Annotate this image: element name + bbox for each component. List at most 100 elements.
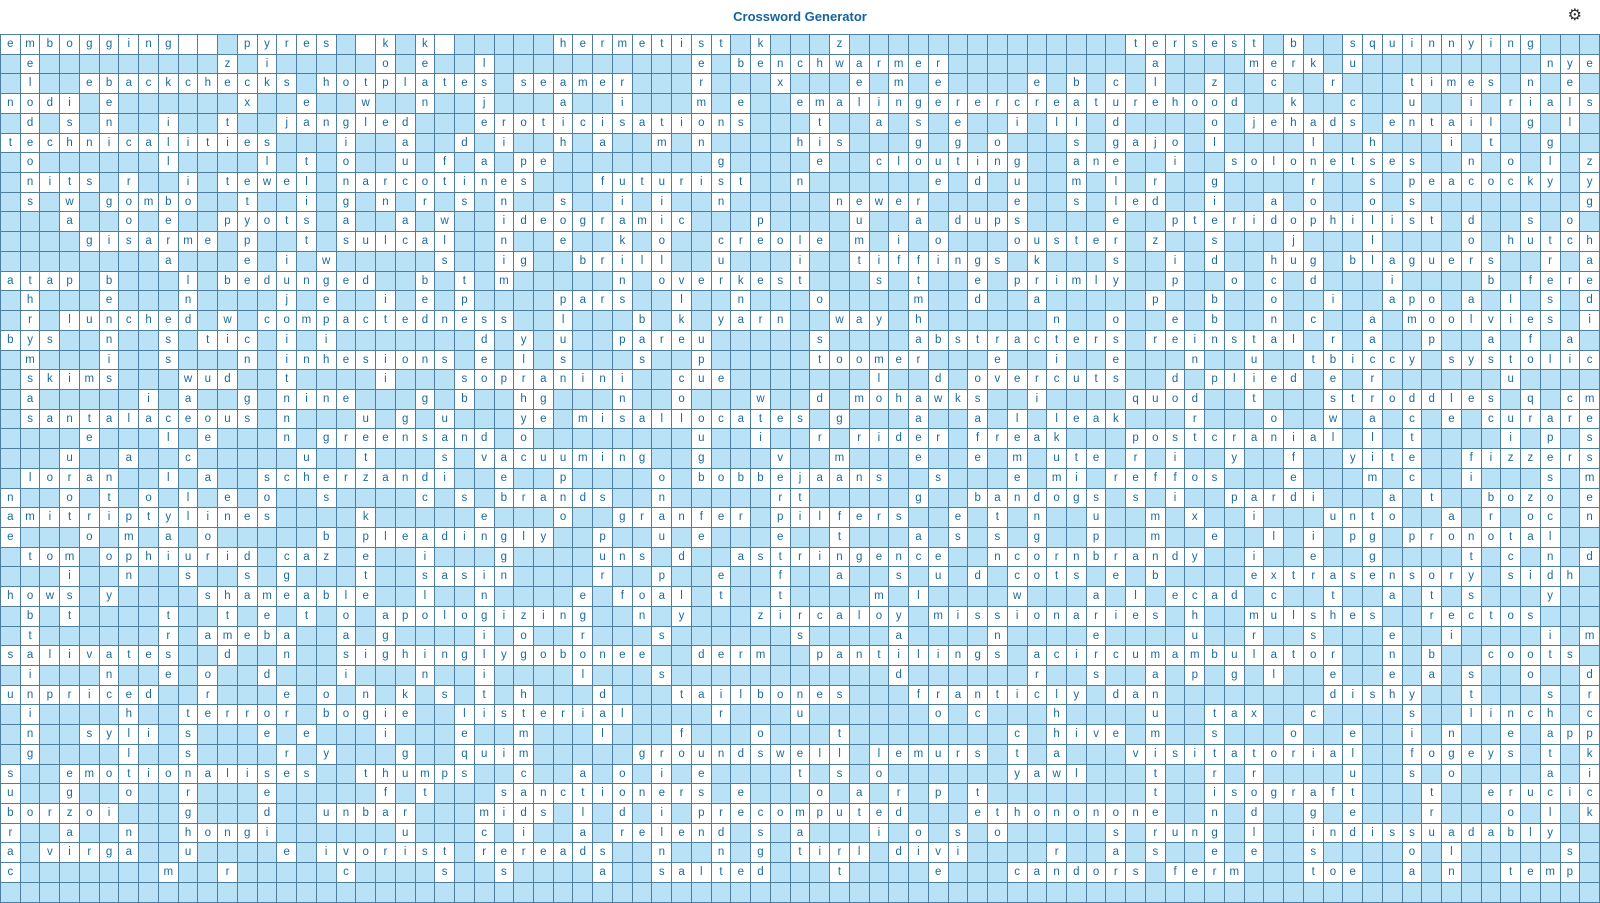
grid-cell[interactable]: g bbox=[1205, 823, 1225, 844]
grid-cell[interactable]: t bbox=[435, 843, 456, 864]
grid-cell[interactable]: e bbox=[1382, 666, 1403, 686]
grid-cell[interactable]: a bbox=[948, 685, 969, 706]
grid-cell[interactable]: g bbox=[158, 35, 179, 55]
grid-cell[interactable]: c bbox=[1047, 646, 1067, 666]
grid-cell[interactable]: i bbox=[948, 843, 969, 864]
grid-cell[interactable]: m bbox=[218, 626, 238, 647]
grid-cell[interactable]: l bbox=[415, 587, 436, 607]
grid-cell[interactable]: t bbox=[376, 311, 396, 331]
grid-cell[interactable]: s bbox=[1303, 843, 1324, 864]
grid-cell[interactable]: i bbox=[455, 173, 475, 193]
grid-cell[interactable]: b bbox=[751, 468, 771, 489]
grid-cell[interactable]: s bbox=[455, 192, 475, 213]
grid-cell[interactable]: o bbox=[1303, 646, 1324, 666]
grid-cell[interactable]: g bbox=[336, 113, 357, 134]
grid-cell[interactable]: h bbox=[909, 311, 929, 331]
grid-cell[interactable]: o bbox=[514, 429, 534, 450]
grid-cell[interactable]: r bbox=[237, 705, 258, 726]
grid-cell[interactable]: l bbox=[849, 606, 870, 627]
grid-cell[interactable]: o bbox=[1165, 389, 1186, 410]
grid-cell[interactable]: u bbox=[553, 449, 574, 469]
grid-cell[interactable]: i bbox=[1382, 212, 1403, 233]
grid-cell[interactable]: w bbox=[751, 389, 771, 410]
grid-cell[interactable]: m bbox=[79, 764, 100, 785]
grid-cell[interactable]: c bbox=[1007, 547, 1028, 568]
grid-cell[interactable]: d bbox=[968, 567, 989, 588]
grid-cell[interactable]: o bbox=[1264, 744, 1285, 765]
grid-cell[interactable]: d bbox=[889, 666, 910, 686]
grid-cell[interactable]: r bbox=[1106, 863, 1127, 883]
grid-cell[interactable]: e bbox=[691, 764, 712, 785]
grid-cell[interactable]: r bbox=[573, 626, 594, 647]
grid-cell[interactable]: h bbox=[20, 291, 41, 312]
grid-cell[interactable]: m bbox=[1580, 468, 1600, 489]
grid-cell[interactable]: o bbox=[770, 804, 791, 824]
grid-cell[interactable]: e bbox=[1244, 567, 1265, 588]
grid-cell[interactable]: m bbox=[1442, 74, 1462, 95]
grid-cell[interactable]: l bbox=[119, 725, 140, 745]
grid-cell[interactable]: l bbox=[178, 488, 199, 509]
grid-cell[interactable]: m bbox=[612, 35, 633, 55]
grid-cell[interactable]: t bbox=[297, 606, 317, 627]
grid-cell[interactable]: l bbox=[1521, 823, 1541, 844]
grid-cell[interactable]: n bbox=[612, 449, 633, 469]
grid-cell[interactable]: a bbox=[909, 527, 929, 548]
grid-cell[interactable]: e bbox=[1106, 567, 1127, 588]
grid-cell[interactable]: s bbox=[553, 350, 574, 371]
grid-cell[interactable]: e bbox=[277, 843, 298, 864]
grid-cell[interactable]: b bbox=[1205, 646, 1225, 666]
grid-cell[interactable]: u bbox=[691, 429, 712, 450]
grid-cell[interactable]: o bbox=[1501, 646, 1522, 666]
grid-cell[interactable]: l bbox=[1540, 153, 1561, 174]
grid-cell[interactable]: k bbox=[1047, 429, 1067, 450]
grid-cell[interactable]: s bbox=[1086, 666, 1107, 686]
grid-cell[interactable]: s bbox=[60, 113, 80, 134]
grid-cell[interactable]: o bbox=[1461, 232, 1482, 252]
grid-cell[interactable]: o bbox=[1284, 153, 1304, 174]
grid-cell[interactable]: e bbox=[336, 389, 357, 410]
grid-cell[interactable]: o bbox=[1244, 153, 1265, 174]
grid-cell[interactable]: i bbox=[1205, 192, 1225, 213]
grid-cell[interactable]: r bbox=[1501, 94, 1522, 114]
grid-cell[interactable]: e bbox=[1442, 606, 1462, 627]
grid-cell[interactable]: p bbox=[1165, 271, 1186, 292]
grid-cell[interactable]: u bbox=[849, 212, 870, 233]
grid-cell[interactable]: o bbox=[1007, 232, 1028, 252]
grid-cell[interactable]: i bbox=[218, 330, 238, 351]
grid-cell[interactable]: l bbox=[1106, 192, 1127, 213]
grid-cell[interactable]: o bbox=[415, 606, 436, 627]
grid-cell[interactable]: z bbox=[1521, 488, 1541, 509]
grid-cell[interactable]: s bbox=[830, 133, 850, 154]
grid-cell[interactable]: n bbox=[790, 685, 811, 706]
grid-cell[interactable]: n bbox=[968, 685, 989, 706]
grid-cell[interactable]: r bbox=[1145, 330, 1166, 351]
grid-cell[interactable]: e bbox=[1343, 804, 1364, 824]
grid-cell[interactable]: e bbox=[1501, 725, 1522, 745]
grid-cell[interactable]: l bbox=[1442, 843, 1462, 864]
grid-cell[interactable]: l bbox=[1244, 823, 1265, 844]
grid-cell[interactable]: n bbox=[711, 843, 732, 864]
grid-cell[interactable]: p bbox=[494, 370, 515, 390]
grid-cell[interactable]: l bbox=[1303, 133, 1324, 154]
grid-cell[interactable]: n bbox=[1264, 311, 1285, 331]
grid-cell[interactable]: h bbox=[1185, 606, 1206, 627]
grid-cell[interactable]: b bbox=[632, 311, 653, 331]
grid-cell[interactable]: s bbox=[1343, 113, 1364, 134]
grid-cell[interactable]: r bbox=[1106, 547, 1127, 568]
grid-cell[interactable]: k bbox=[158, 74, 179, 95]
grid-cell[interactable]: n bbox=[1, 488, 21, 509]
grid-cell[interactable]: t bbox=[139, 508, 159, 528]
grid-cell[interactable]: n bbox=[474, 173, 495, 193]
grid-cell[interactable]: r bbox=[711, 705, 732, 726]
grid-cell[interactable]: l bbox=[376, 232, 396, 252]
grid-cell[interactable]: u bbox=[356, 232, 377, 252]
grid-cell[interactable]: g bbox=[277, 567, 298, 588]
grid-cell[interactable]: e bbox=[1580, 271, 1600, 292]
grid-cell[interactable]: b bbox=[1145, 567, 1166, 588]
grid-cell[interactable]: h bbox=[553, 133, 574, 154]
grid-cell[interactable]: t bbox=[1244, 744, 1265, 765]
grid-cell[interactable]: w bbox=[830, 54, 850, 75]
grid-cell[interactable]: e bbox=[158, 666, 179, 686]
grid-cell[interactable]: o bbox=[1066, 804, 1087, 824]
grid-cell[interactable]: i bbox=[1481, 35, 1502, 55]
